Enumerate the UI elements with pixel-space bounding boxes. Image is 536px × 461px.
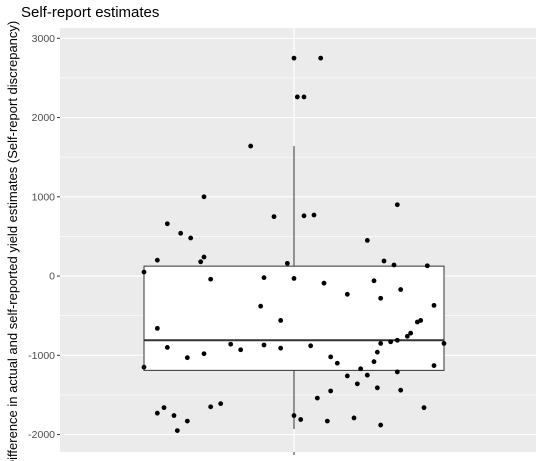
data-point	[398, 287, 404, 292]
data-point	[161, 405, 167, 411]
data-point	[208, 276, 214, 282]
data-point	[431, 363, 437, 369]
points-layer	[141, 55, 447, 434]
y-tick-label: -2000	[28, 429, 55, 441]
data-point	[141, 269, 147, 275]
data-point	[334, 360, 340, 366]
data-point	[374, 385, 380, 391]
data-point	[424, 263, 430, 269]
data-point	[388, 339, 394, 345]
y-tick-label: -1000	[28, 350, 55, 362]
data-point	[218, 401, 224, 407]
data-point	[154, 325, 160, 331]
data-point	[278, 318, 284, 323]
data-point	[344, 373, 350, 379]
data-point	[164, 344, 170, 350]
data-point	[271, 214, 277, 220]
data-point	[364, 237, 370, 243]
data-point	[364, 372, 370, 378]
data-point	[408, 330, 414, 336]
data-point	[208, 404, 214, 410]
data-point	[324, 418, 330, 424]
data-point	[381, 258, 387, 264]
plot-panel-background	[60, 28, 536, 452]
y-axis: -2000 -1000 0 1000 2000 3000	[28, 33, 60, 441]
data-point	[314, 395, 320, 401]
data-point	[301, 94, 307, 100]
data-point	[404, 333, 410, 339]
data-point	[154, 410, 160, 416]
data-point	[248, 143, 254, 149]
data-point	[308, 343, 314, 349]
data-point	[284, 260, 290, 266]
data-point	[291, 413, 297, 418]
data-point	[188, 235, 194, 241]
data-point	[371, 278, 377, 284]
data-point	[278, 345, 284, 351]
data-point	[394, 369, 400, 375]
data-point	[441, 341, 447, 346]
data-point	[201, 194, 207, 200]
data-point	[171, 413, 177, 418]
data-point	[354, 381, 360, 387]
data-point	[141, 364, 147, 370]
data-point	[398, 387, 404, 393]
interquartile-box	[143, 265, 445, 371]
data-point	[261, 342, 267, 348]
data-point	[431, 302, 437, 308]
data-point	[391, 262, 397, 268]
data-point	[321, 280, 327, 286]
data-point	[374, 349, 380, 355]
data-point	[328, 388, 334, 394]
data-point	[301, 213, 307, 219]
chart-title: Self-report estimates	[21, 4, 160, 21]
data-point	[154, 257, 160, 263]
data-point	[394, 202, 400, 208]
data-point	[351, 415, 357, 421]
data-point	[378, 295, 384, 301]
data-point	[261, 275, 267, 281]
data-point	[184, 355, 190, 361]
data-point	[318, 55, 324, 61]
y-tick-label: 1000	[32, 191, 56, 203]
data-point	[228, 341, 234, 347]
data-point	[371, 359, 377, 365]
data-point	[174, 428, 180, 434]
data-point	[198, 259, 204, 265]
y-tick-label: 0	[49, 271, 55, 283]
data-point	[378, 341, 384, 346]
y-tick-label: 3000	[32, 33, 56, 45]
data-point	[344, 291, 350, 297]
data-point	[378, 422, 384, 428]
data-point	[328, 354, 334, 360]
data-point	[291, 276, 297, 281]
data-point	[164, 221, 170, 227]
data-point	[298, 417, 304, 422]
box-layer	[143, 146, 445, 430]
y-tick-label: 2000	[32, 112, 56, 124]
data-point	[358, 366, 364, 372]
data-point	[394, 337, 400, 343]
data-point	[258, 303, 264, 309]
y-axis-title: Difference in actual and self-reported y…	[5, 21, 20, 461]
data-point	[414, 319, 420, 325]
data-point	[201, 254, 207, 260]
data-point	[294, 94, 300, 100]
data-point	[201, 351, 207, 357]
data-point	[184, 418, 190, 424]
data-point	[291, 55, 297, 61]
data-point	[311, 212, 317, 218]
data-point	[238, 347, 244, 353]
data-point	[178, 230, 184, 236]
data-point	[421, 405, 427, 411]
